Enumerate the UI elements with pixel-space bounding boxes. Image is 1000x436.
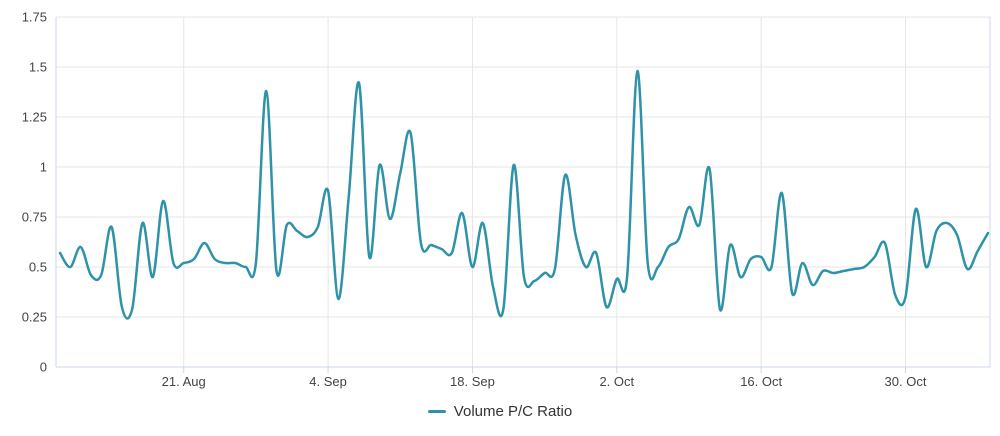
x-tick-label-18-Sep: 18. Sep <box>450 374 495 389</box>
horizontal-gridlines <box>56 16 990 368</box>
x-tick-label-16-Oct: 16. Oct <box>740 374 782 389</box>
legend-label: Volume P/C Ratio <box>453 403 573 420</box>
y-axis-labels: 0 0.25 0.5 0.75 1 1.25 1.5 1.75 <box>22 10 47 375</box>
y-tick-label-1.25: 1.25 <box>22 110 47 125</box>
legend-line-icon <box>427 410 446 413</box>
y-tick-label-1.75: 1.75 <box>22 10 47 25</box>
vertical-gridlines <box>183 17 907 367</box>
y-tick-label-1.5: 1.5 <box>29 60 47 75</box>
x-tick-label-21-Aug: 21. Aug <box>162 374 206 389</box>
x-tick-label-2-Oct: 2. Oct <box>599 374 634 389</box>
x-tick-label-4-Sep: 4. Sep <box>309 374 347 389</box>
legend-item-volume-pc-ratio[interactable]: Volume P/C Ratio <box>0 403 1000 420</box>
y-tick-label-0.5: 0.5 <box>29 260 47 275</box>
y-tick-label-0.25: 0.25 <box>22 310 47 325</box>
series-line-volume-pc-ratio[interactable] <box>58 69 990 320</box>
series-group <box>58 69 990 320</box>
axis-tick-marks <box>183 367 907 373</box>
y-tick-label-1: 1 <box>40 160 47 175</box>
axis-lines <box>55 17 991 368</box>
y-tick-label-0: 0 <box>40 360 47 375</box>
y-tick-label-0.75: 0.75 <box>22 210 47 225</box>
x-axis-labels: 21. Aug 4. Sep 18. Sep 2. Oct 16. Oct 30. Oct <box>162 374 927 389</box>
x-tick-label-30-Oct: 30. Oct <box>885 374 927 389</box>
